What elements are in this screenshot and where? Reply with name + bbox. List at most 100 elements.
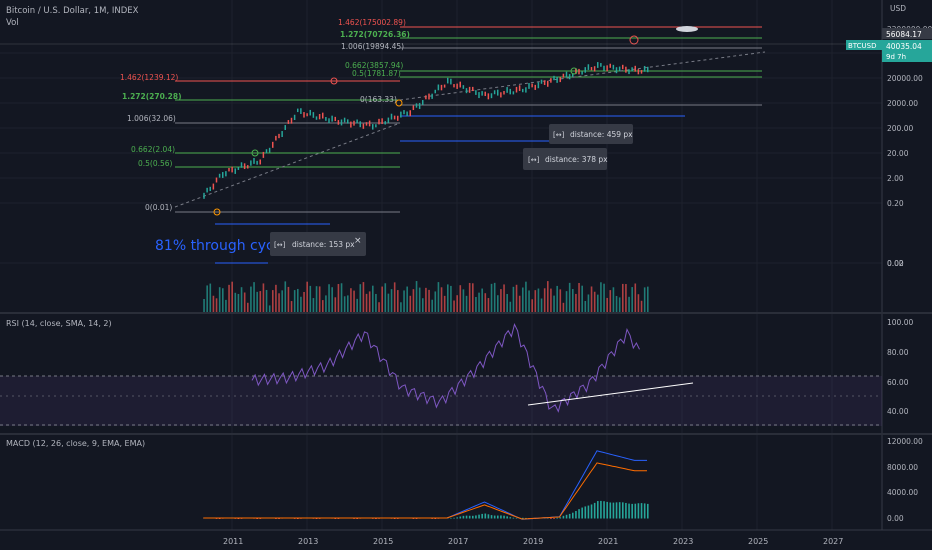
fib-retracement-left[interactable] [175,80,400,213]
macd-hist-bar [612,502,615,519]
macd-hist-bar [484,513,487,519]
price-tick: 0.02 [887,259,904,268]
time-axis[interactable]: 2011 2013 2015 2017 2019 2021 2023 2025 2027 [223,537,843,546]
tooltip-378-text: distance: 378 px [545,155,608,164]
fib-retracement-right[interactable] [400,26,762,106]
price-tick: 0.20 [887,199,904,208]
marker-2013-top [330,77,338,85]
volume-bar [403,290,405,312]
trend-line-left[interactable] [174,122,401,208]
macd-axis[interactable]: 12000.00 8000.00 4000.00 0.00 [887,437,923,523]
price-candle [550,78,552,83]
volume-bar [422,298,424,312]
price-candle [287,120,290,124]
macd-hist-bar [237,518,240,520]
target-ellipse[interactable] [676,26,698,32]
volume-bar [612,287,615,312]
fib-left-label-0662: 0.662(2.04) [131,145,175,154]
fib-right-label-0: 0(163.33) [360,95,397,104]
price-candle [643,65,646,72]
price-candle [259,159,261,165]
price-candle [422,100,424,105]
volume-bar [356,298,358,312]
volume-bar [637,294,640,312]
rsi-axis[interactable]: 100.00 80.00 60.00 40.00 [887,318,913,416]
price-candle [593,66,596,72]
price-candle [212,183,215,190]
volume-bar [572,289,574,312]
macd-histogram [203,500,649,520]
volume-bar [450,285,452,312]
volume-bar [290,301,293,312]
price-candle [368,120,371,127]
volume-bar [300,296,302,312]
price-candle [372,124,374,130]
macd-tick: 4000.00 [887,488,918,497]
price-candle [553,75,555,81]
volume-bar [418,287,421,312]
volume-bar [350,288,352,312]
macd-hist-bar [628,503,630,519]
volume-bar [247,302,249,312]
volume-bar [543,288,546,312]
close-icon[interactable]: × [354,236,362,246]
price-candle [556,76,558,83]
price-candle [637,69,640,75]
macd-hist-bar [565,514,568,519]
price-unit: USD [890,4,906,13]
rsi-trendline[interactable] [527,382,694,406]
macd-hist-bar [587,505,590,519]
ruler-icon: [↔] [528,156,540,164]
price-tick: 200.00 [887,124,913,133]
price-candle [350,121,352,128]
macd-hist-bar [515,517,518,519]
price-candle [322,112,324,119]
trend-line-right[interactable] [399,51,766,101]
price-candle [334,116,336,122]
price-candle [590,67,593,71]
volume-bar [253,282,255,312]
price-candle [540,79,543,84]
volume-bar [406,286,408,312]
time-label: 2017 [448,537,468,546]
volume-bar [562,302,565,312]
price-candle [218,173,221,178]
ruler-icon: [↔] [553,131,565,139]
volume-bar [472,283,474,312]
volume-bar [590,286,593,312]
volume-bar [303,291,305,312]
tooltip-459[interactable]: [↔] distance: 459 px [549,124,633,144]
price-candle [559,77,561,83]
macd-hist-bar [590,504,593,519]
volume-bar [478,292,480,312]
fib-right-label-1462: 1.462(175002.89) [338,18,406,27]
macd-hist-bar [559,517,562,519]
volume-bar [593,291,596,312]
macd-hist-bar [478,514,480,519]
price-candle [534,84,536,90]
price-candle [378,118,380,125]
macd-line [203,450,647,520]
macd-hist-bar [578,509,580,519]
volume-bar [547,281,549,312]
volume-bar [306,281,308,312]
tooltip-378[interactable]: [↔] distance: 378 px [523,148,608,170]
price-candle [487,93,490,100]
rsi-tick: 40.00 [887,407,909,416]
price-candle [500,92,502,98]
volume-bar [222,288,224,312]
price-candle [472,86,474,92]
price-candle [525,87,527,93]
price-candle [362,123,365,129]
countdown: 9d 7h [886,53,906,61]
volume-bar [243,292,246,312]
cycle-annotation[interactable]: 81% through cycle [155,238,286,254]
price-candle [222,172,224,178]
price-candle [512,91,515,95]
price-candle [462,85,465,89]
tooltip-153[interactable]: [↔] distance: 153 px × [270,232,366,256]
macd-hist-bar [581,507,583,519]
macd-hist-bar [622,502,624,519]
price-candle [537,82,540,89]
